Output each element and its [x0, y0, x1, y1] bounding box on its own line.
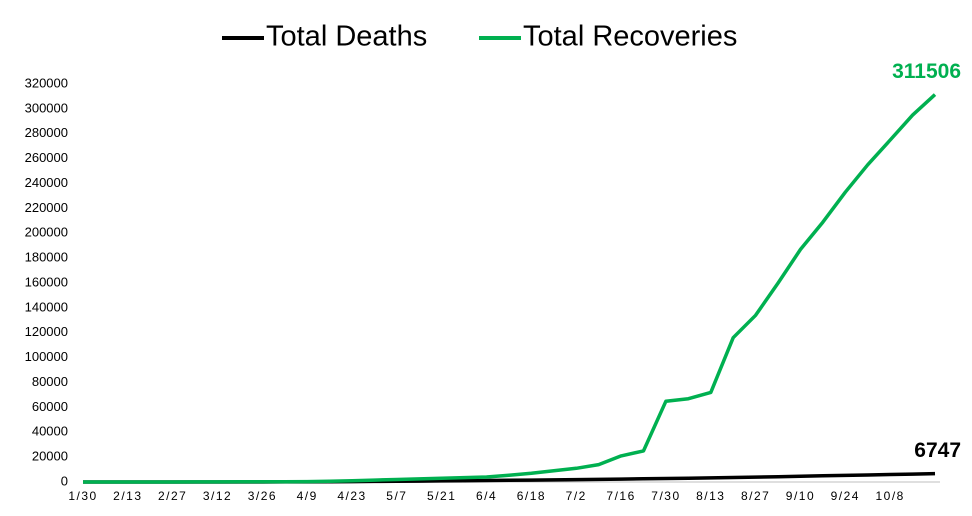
x-tick-label: 8/13	[696, 489, 725, 503]
x-tick-label: 5/7	[386, 489, 407, 503]
y-tick-label: 140000	[25, 299, 68, 314]
y-tick-label: 220000	[25, 200, 68, 215]
y-tick-label: 240000	[25, 175, 68, 190]
y-tick-label: 60000	[32, 399, 68, 414]
series-line	[83, 93, 937, 484]
x-tick-label: 2/13	[113, 489, 142, 503]
y-tick-label: 180000	[25, 250, 68, 265]
y-tick-label: 100000	[25, 349, 68, 364]
x-tick-label: 4/23	[337, 489, 366, 503]
x-tick-label: 3/26	[248, 489, 277, 503]
x-tick-label: 6/18	[517, 489, 546, 503]
x-tick-label: 8/27	[741, 489, 770, 503]
y-tick-label: 160000	[25, 274, 68, 289]
x-tick-label: 2/27	[158, 489, 187, 503]
y-tick-label: 120000	[25, 324, 68, 339]
y-tick-label: 200000	[25, 225, 68, 240]
x-tick-label: 9/24	[831, 489, 860, 503]
x-tick-label: 1/30	[68, 489, 97, 503]
y-tick-label: 260000	[25, 150, 68, 165]
end-label: 6747	[914, 439, 961, 462]
legend-label: Total Recoveries	[523, 21, 737, 53]
y-tick-label: 40000	[32, 424, 68, 439]
x-tick-label: 10/8	[875, 489, 904, 503]
y-tick-label: 80000	[32, 374, 68, 389]
legend-label: Total Deaths	[266, 21, 427, 53]
x-tick-label: 3/12	[203, 489, 232, 503]
y-tick-label: 320000	[25, 75, 68, 90]
y-tick-label: 20000	[32, 449, 68, 464]
x-tick-label: 7/2	[566, 489, 587, 503]
end-label: 311506	[892, 60, 961, 83]
y-tick-label: 280000	[25, 125, 68, 140]
x-tick-label: 9/10	[786, 489, 815, 503]
x-tick-label: 4/9	[297, 489, 318, 503]
y-tick-label: 0	[61, 473, 68, 488]
x-tick-label: 7/16	[606, 489, 635, 503]
x-tick-label: 5/21	[427, 489, 456, 503]
x-tick-label: 7/30	[651, 489, 680, 503]
y-tick-label: 300000	[25, 100, 68, 115]
x-tick-label: 6/4	[476, 489, 497, 503]
